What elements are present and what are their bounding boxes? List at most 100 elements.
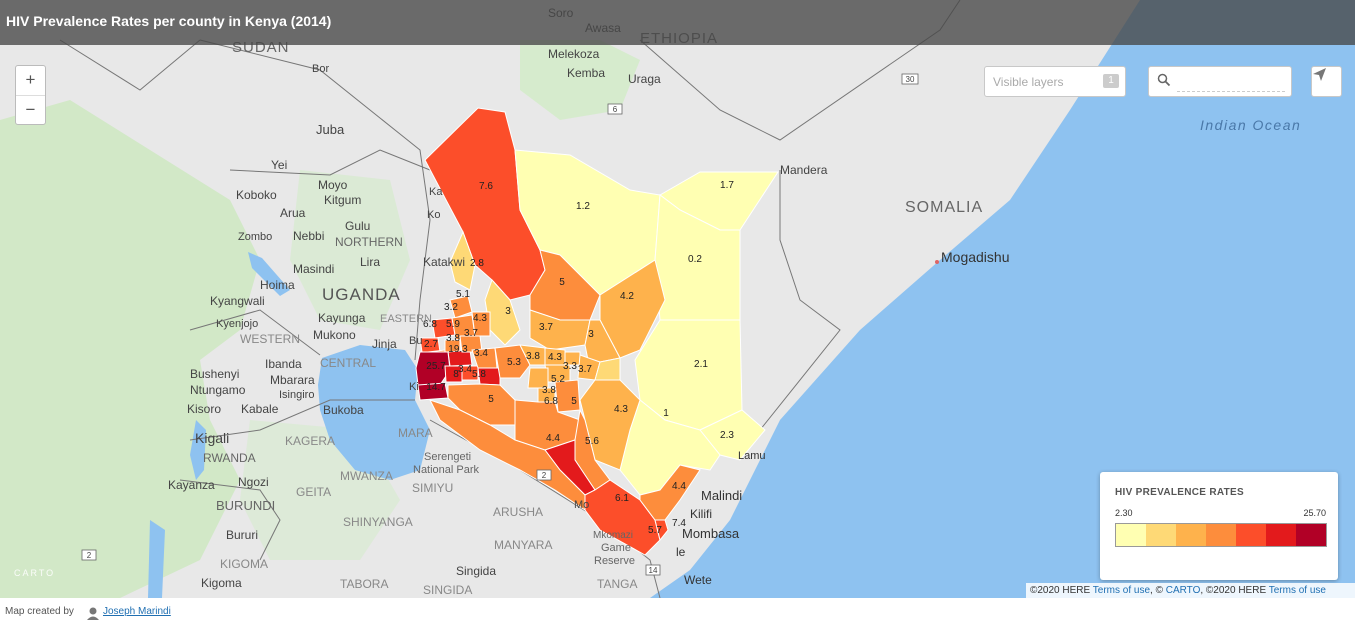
- road-shield-label: 6: [613, 105, 618, 114]
- county-value: 5.6: [585, 436, 599, 447]
- road-shield-label: 2: [87, 551, 92, 560]
- place-label: National Park: [413, 464, 480, 476]
- county-value: 19.3: [448, 344, 468, 355]
- legend-swatch: [1176, 524, 1206, 546]
- place-label: SOMALIA: [905, 199, 983, 216]
- place-label: Kabale: [241, 402, 279, 416]
- place-label: Gulu: [345, 219, 370, 233]
- place-label: Isingiro: [279, 389, 314, 401]
- share-button[interactable]: [1311, 66, 1342, 97]
- legend-max: 25.70: [1303, 508, 1326, 518]
- place-label: SIMIYU: [412, 481, 453, 495]
- carto-link[interactable]: CARTO: [1165, 585, 1201, 596]
- place-label: KAGERA: [285, 434, 335, 448]
- map-title: HIV Prevalence Rates per county in Kenya…: [6, 13, 332, 29]
- road-shield-label: 2: [542, 471, 547, 480]
- attribution-text: ©2020 HERE: [1030, 585, 1093, 596]
- place-marker: [935, 260, 939, 264]
- zoom-in-button[interactable]: +: [25, 70, 36, 89]
- place-label: RWANDA: [203, 451, 256, 465]
- county-value: 4.4: [672, 481, 686, 492]
- place-label: Kyenjojo: [216, 318, 258, 330]
- county-value: 6.8: [544, 396, 558, 407]
- county-value: 4.4: [546, 433, 560, 444]
- place-label: Kigoma: [201, 576, 242, 590]
- place-label: Lira: [360, 255, 380, 269]
- legend-swatch: [1146, 524, 1176, 546]
- county-value: 3.4: [458, 364, 472, 375]
- place-label: TABORA: [340, 577, 388, 591]
- place-label: BURUNDI: [216, 498, 275, 513]
- vegetation: [0, 100, 260, 598]
- legend-swatch: [1266, 524, 1296, 546]
- county-value: 3.8: [526, 351, 540, 362]
- lake-albert: [248, 252, 290, 296]
- county-value: 4.3: [548, 352, 562, 363]
- county-value: 3.8: [446, 333, 460, 344]
- legend-title: HIV PREVALENCE RATES: [1115, 487, 1244, 498]
- place-label: Kayanza: [168, 478, 215, 492]
- terms-link[interactable]: Terms of use: [1092, 585, 1151, 596]
- place-label: Melekoza: [548, 47, 600, 61]
- place-label: Ngozi: [238, 475, 269, 489]
- search-input[interactable]: [1177, 75, 1285, 92]
- visible-layers-label: Visible layers: [993, 75, 1064, 89]
- road-shield: [81, 73, 919, 576]
- carto-logo: CARTO: [14, 568, 56, 578]
- county-value: 5.3: [507, 357, 521, 368]
- place-label: Zombo: [238, 231, 272, 243]
- county-value: 5.1: [456, 289, 470, 300]
- place-label: Bukoba: [323, 403, 364, 417]
- county-value: 6.8: [423, 319, 437, 330]
- place-label: NORTHERN: [335, 235, 403, 249]
- place-label: Kayunga: [318, 311, 366, 325]
- place-label: Malindi: [701, 488, 742, 503]
- place-label: MWANZA: [340, 469, 393, 483]
- ocean: [650, 0, 1355, 598]
- place-label: Kemba: [567, 66, 605, 80]
- county-kisii: [444, 365, 463, 383]
- county-kilifi: [639, 464, 701, 521]
- road-shield-label: 14: [649, 566, 658, 575]
- county-nyamira: [461, 365, 479, 381]
- county-value-labels: 7.6 1.2 1.7 0.2 2.8 5 4.2 5.1 3.2 3 6.8 …: [423, 180, 734, 536]
- county-value: 8: [453, 369, 459, 380]
- place-label: Mandera: [780, 163, 828, 177]
- legend-swatch: [1206, 524, 1236, 546]
- place-label: Mo: [574, 499, 589, 511]
- county-value: 14.7: [426, 382, 446, 393]
- vegetation: [290, 170, 410, 330]
- county-value: 1.7: [720, 180, 734, 191]
- county-value: 5.2: [551, 374, 565, 385]
- county-mombasa: [654, 519, 669, 542]
- attribution-text: , ©2020 HERE: [1200, 585, 1269, 596]
- legend-min: 2.30: [1115, 508, 1133, 518]
- county-value: 0.2: [688, 254, 702, 265]
- search-box[interactable]: [1148, 66, 1292, 97]
- place-label: Kisoro: [187, 402, 221, 416]
- place-label: TANGA: [597, 577, 637, 591]
- county-value: 5: [559, 277, 565, 288]
- attribution-text: , ©: [1150, 585, 1166, 596]
- terms-link[interactable]: Terms of use: [1268, 585, 1326, 596]
- kenya-counties[interactable]: [415, 107, 779, 556]
- county-value: 3.2: [444, 302, 458, 313]
- county-baringo: [484, 279, 521, 346]
- road-shield-label: 30: [906, 75, 915, 84]
- map-canvas[interactable]: 7.6 1.2 1.7 0.2 2.8 5 4.2 5.1 3.2 3 6.8 …: [0, 0, 1355, 598]
- legend-color-ramp: [1115, 523, 1327, 547]
- place-label: Ki: [409, 381, 419, 393]
- author-link[interactable]: Joseph Marindi: [103, 606, 171, 617]
- place-label: ARUSHA: [493, 505, 543, 519]
- place-label: SHINYANGA: [343, 515, 413, 529]
- place-label: EASTERN: [380, 313, 432, 325]
- place-label: Ka: [429, 186, 443, 198]
- place-label: Yei: [271, 158, 287, 172]
- visible-layers-button[interactable]: Visible layers 1: [984, 66, 1126, 97]
- zoom-out-button[interactable]: −: [16, 95, 45, 125]
- county-value: 3.7: [539, 322, 553, 333]
- place-label: Wete: [684, 573, 712, 587]
- legend-swatch: [1296, 524, 1326, 546]
- place-label: MANYARA: [494, 538, 552, 552]
- county-value: 5.7: [648, 525, 662, 536]
